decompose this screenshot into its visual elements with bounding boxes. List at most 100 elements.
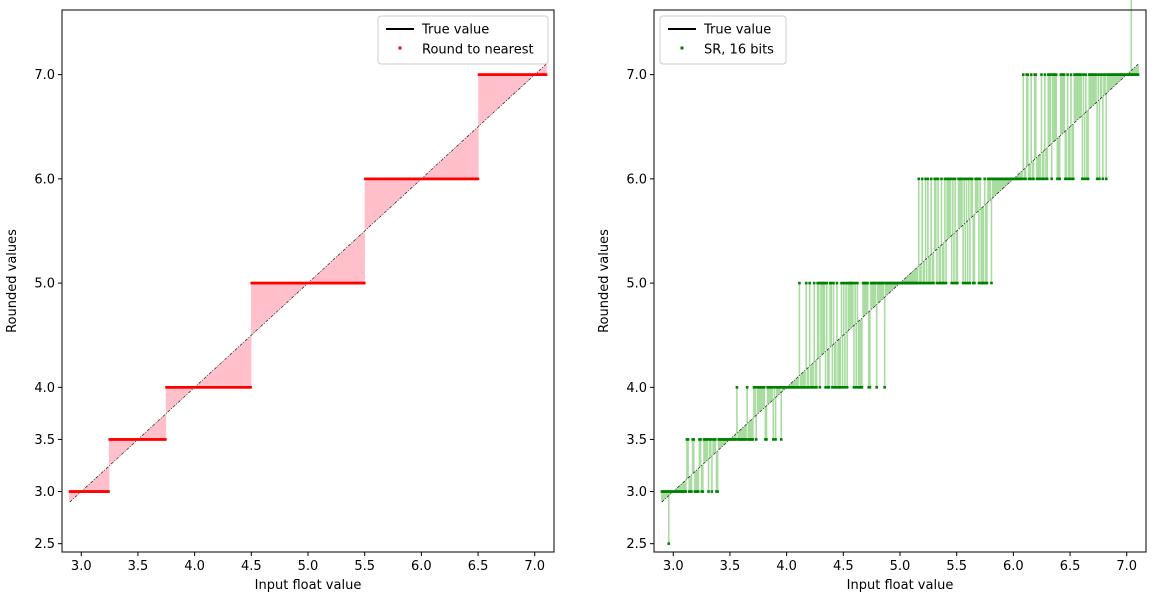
x-axis-label: Input float value bbox=[255, 578, 362, 593]
rounded-point bbox=[1050, 177, 1054, 181]
chart-right: 3.0 3.5 4.0 4.5 5.0 5.5 6.0 6.5 7.0 2.5 3.0 3.5 4.0… bbox=[597, 0, 1147, 593]
rounded-point bbox=[751, 438, 755, 441]
rounded-point bbox=[807, 386, 810, 389]
error-fill bbox=[661, 0, 1139, 544]
rounded-point bbox=[692, 438, 696, 441]
rounded-point bbox=[976, 177, 980, 181]
y-axis-label: Rounded values bbox=[597, 229, 612, 333]
x-tick-label: 4.0 bbox=[184, 559, 205, 574]
rounded-point bbox=[868, 386, 872, 389]
rounded-point bbox=[1058, 177, 1061, 181]
y-axis-ticks: 2.5 3.0 3.5 4.0 5.0 6.0 7.0 bbox=[626, 68, 654, 552]
rounded-point bbox=[940, 177, 943, 181]
x-tick-label: 6.0 bbox=[1003, 559, 1024, 574]
rounded-point bbox=[1100, 73, 1104, 76]
rounded-point bbox=[856, 281, 859, 285]
rounded-point bbox=[1045, 177, 1049, 181]
rounded-point bbox=[690, 490, 693, 493]
x-tick-label: 5.0 bbox=[890, 559, 911, 574]
rounded-point bbox=[860, 386, 864, 389]
rounded-point bbox=[1040, 73, 1043, 76]
y-tick-label: 7.0 bbox=[34, 68, 55, 83]
rounded-point bbox=[834, 386, 838, 389]
rounded-point bbox=[936, 177, 940, 181]
rounded-point bbox=[1069, 73, 1073, 76]
rounded-point bbox=[771, 438, 775, 441]
x-tick-label: 3.5 bbox=[128, 559, 149, 574]
x-axis-ticks: 3.0 3.5 4.0 4.5 5.0 5.5 6.0 6.5 7.0 bbox=[663, 552, 1137, 574]
rounded-point bbox=[956, 281, 959, 285]
x-tick-label: 4.5 bbox=[241, 559, 262, 574]
rounded-point bbox=[990, 281, 993, 285]
rounded-point bbox=[765, 438, 768, 441]
rounded-point bbox=[1026, 73, 1030, 76]
rounded-point bbox=[710, 490, 714, 493]
rounded-point bbox=[841, 386, 844, 389]
rounded-point bbox=[701, 490, 705, 493]
legend-true-value-label: True value bbox=[703, 23, 771, 38]
rounded-point bbox=[778, 386, 782, 389]
rounded-point bbox=[929, 177, 933, 181]
rounded-point bbox=[1020, 177, 1024, 181]
x-axis-label: Input float value bbox=[847, 578, 954, 593]
rounded-point bbox=[1042, 177, 1046, 181]
rounded-point bbox=[967, 177, 971, 181]
legend-rounded-swatch bbox=[398, 46, 402, 50]
rounded-point bbox=[1104, 177, 1108, 181]
rounded-point bbox=[853, 281, 857, 285]
rounded-point bbox=[249, 386, 252, 389]
x-tick-label: 3.0 bbox=[71, 559, 92, 574]
rounded-point bbox=[854, 386, 858, 389]
x-axis-ticks: 3.0 3.5 4.0 4.5 5.0 5.5 6.0 6.5 7.0 bbox=[71, 552, 545, 574]
x-tick-label: 6.5 bbox=[1060, 559, 1081, 574]
rounded-point bbox=[983, 177, 986, 181]
rounded-point bbox=[966, 281, 969, 285]
rounded-point bbox=[829, 281, 833, 285]
rounded-point bbox=[961, 281, 965, 285]
y-tick-label: 7.0 bbox=[626, 68, 647, 83]
rounded-point bbox=[1034, 73, 1038, 76]
rounded-point bbox=[962, 177, 966, 181]
rounded-point bbox=[1079, 73, 1083, 76]
rounded-point bbox=[1021, 73, 1025, 76]
rounded-point bbox=[935, 281, 939, 285]
rounded-point bbox=[953, 177, 957, 181]
rounded-point bbox=[716, 490, 719, 493]
rounded-point bbox=[1043, 73, 1047, 76]
rounded-point bbox=[1032, 177, 1035, 181]
legend-box bbox=[377, 15, 549, 65]
rounded-point bbox=[804, 281, 808, 285]
rounded-point bbox=[920, 177, 924, 181]
rounded-point bbox=[852, 386, 856, 389]
rounded-point bbox=[1066, 73, 1069, 76]
rounded-point bbox=[882, 281, 885, 285]
rounded-point bbox=[699, 438, 702, 441]
rounded-point bbox=[875, 386, 879, 389]
rounded-point bbox=[916, 281, 919, 285]
rounded-point bbox=[811, 386, 815, 389]
rounded-point bbox=[939, 281, 942, 285]
rounded-point bbox=[950, 281, 954, 285]
rounded-point bbox=[926, 177, 930, 181]
rounded-point bbox=[1103, 73, 1107, 76]
rounded-point bbox=[544, 73, 548, 76]
rounded-point bbox=[965, 177, 968, 181]
rounded-point bbox=[770, 386, 774, 389]
rounded-point bbox=[917, 177, 921, 181]
rounded-point bbox=[815, 386, 818, 389]
rounded-point bbox=[843, 386, 847, 389]
rounded-point bbox=[1065, 177, 1068, 181]
rounded-point bbox=[943, 177, 947, 181]
rounded-point bbox=[932, 281, 935, 285]
rounded-point bbox=[714, 438, 717, 441]
rounded-point bbox=[952, 281, 956, 285]
rounded-point bbox=[951, 177, 955, 181]
rounded-point bbox=[773, 386, 776, 389]
rounded-point bbox=[667, 542, 671, 545]
rounded-point bbox=[970, 177, 974, 181]
rounded-point bbox=[824, 386, 827, 389]
rounded-point bbox=[964, 281, 967, 285]
y-tick-label: 3.5 bbox=[34, 433, 55, 448]
x-tick-label: 6.0 bbox=[411, 559, 432, 574]
rounded-point bbox=[851, 281, 855, 285]
